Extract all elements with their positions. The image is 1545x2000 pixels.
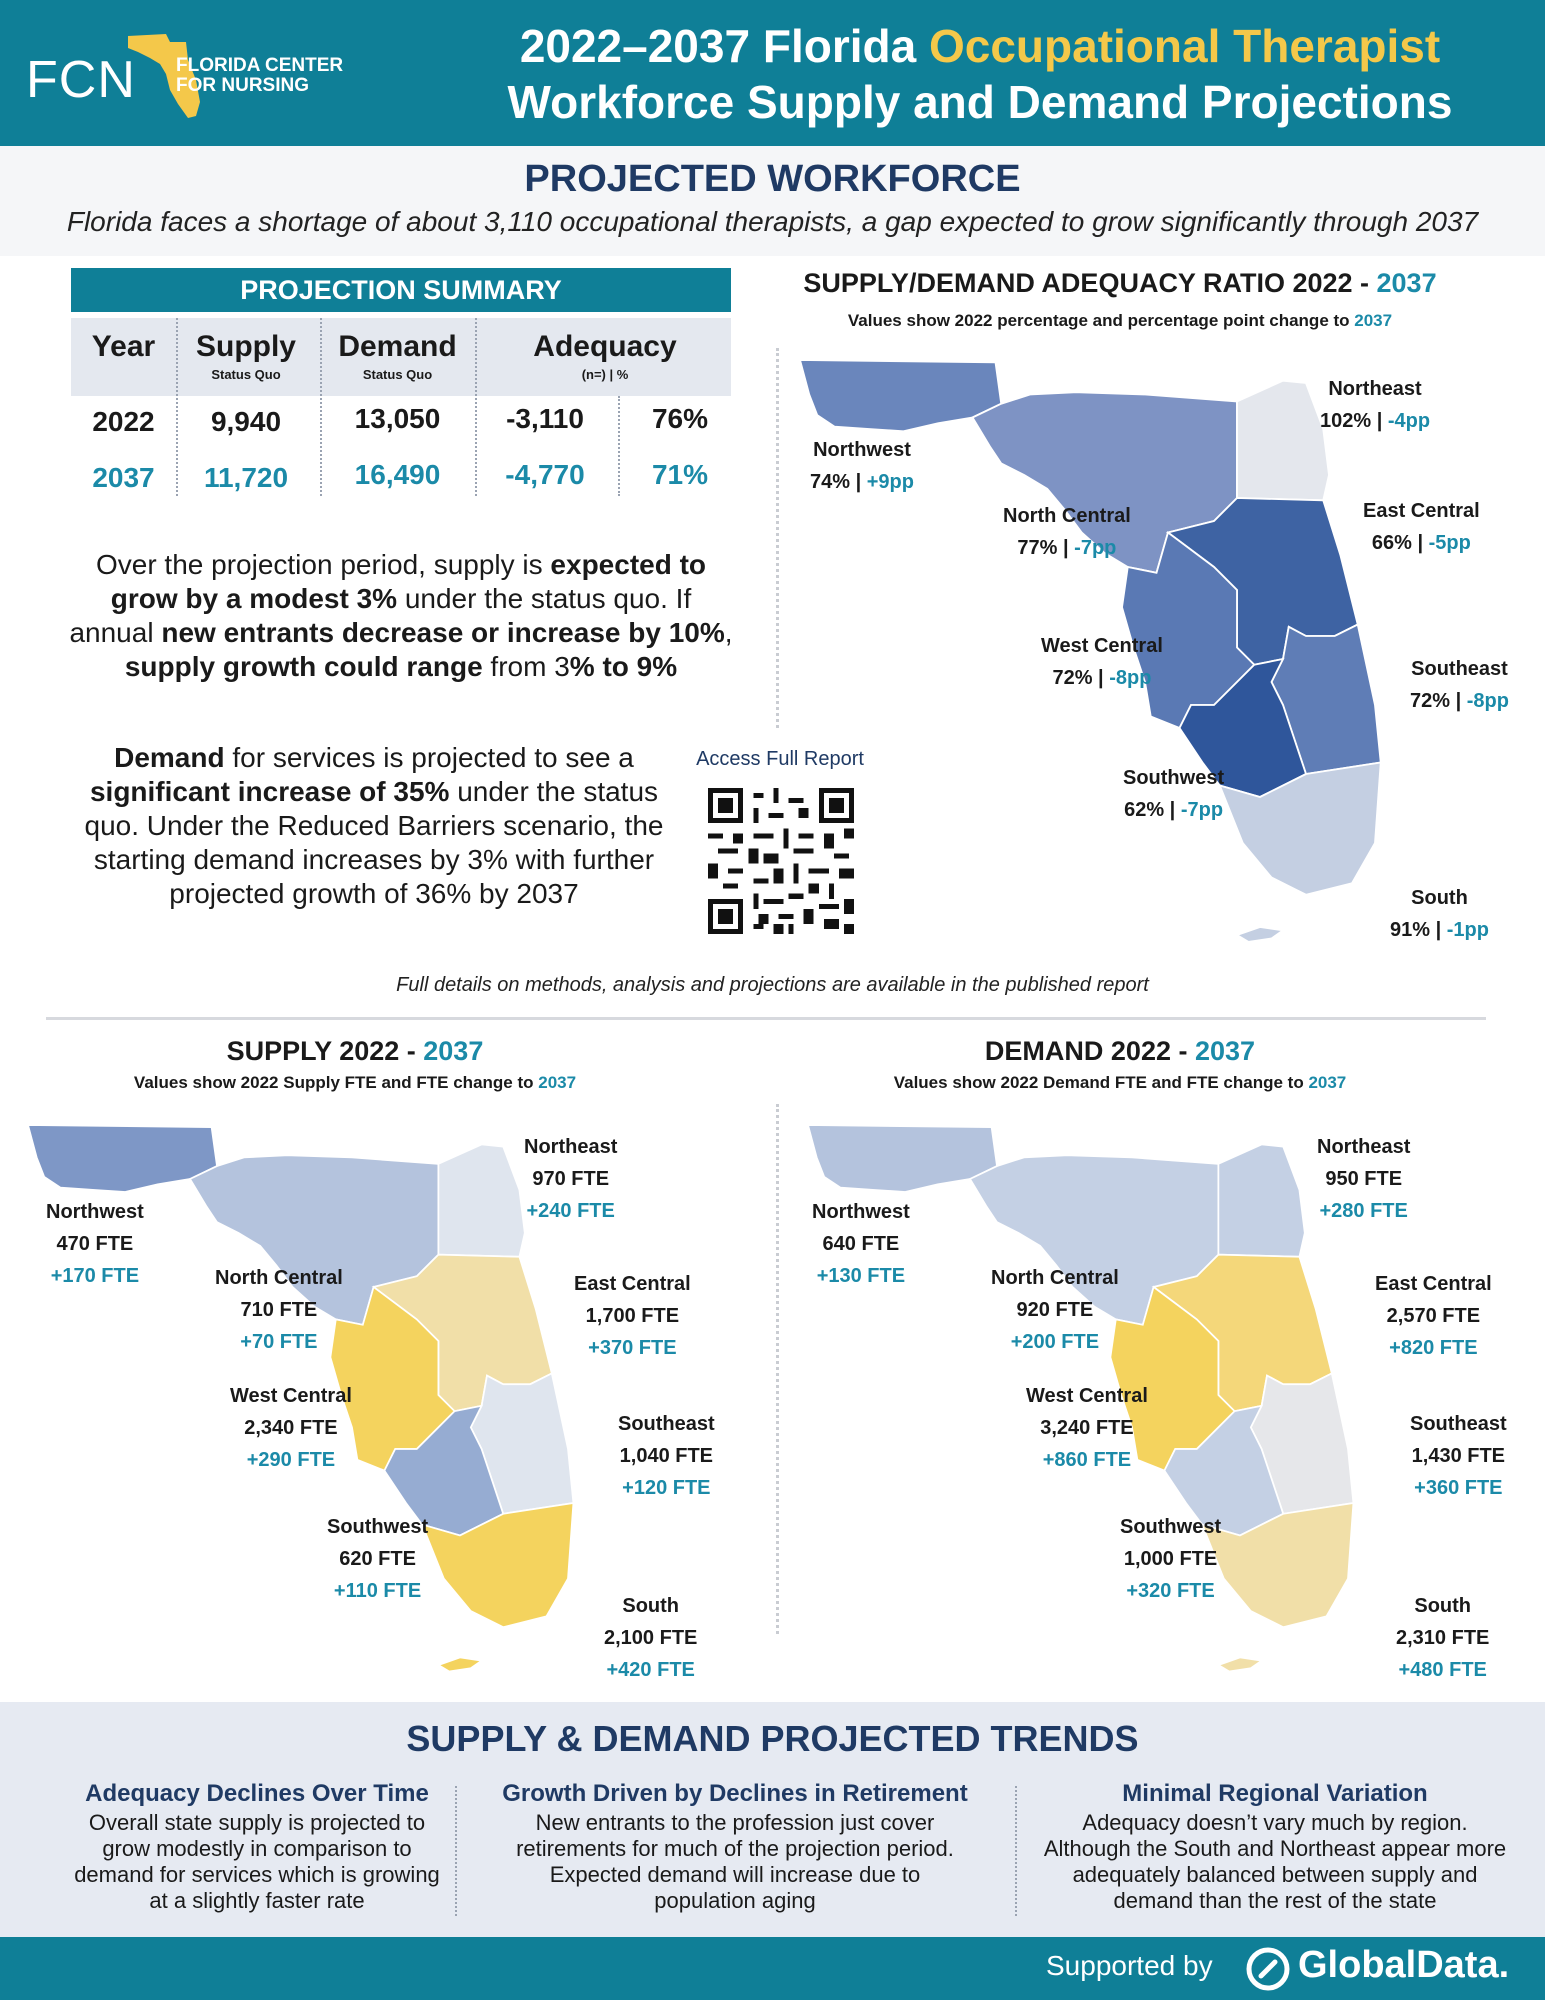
row1-pct: 76% xyxy=(651,403,709,434)
col-demand-header: Demand Status Quo xyxy=(338,330,457,382)
title-highlight: Occupational Therapist xyxy=(928,20,1441,72)
region-northeast xyxy=(437,1143,526,1258)
supply-paragraph: Over the projection period, supply is ex… xyxy=(69,549,733,682)
supported-by-label: Supported by xyxy=(1046,1950,1213,1981)
region-northeast xyxy=(1217,1143,1306,1258)
florida-logo-icon xyxy=(128,34,200,118)
region-south xyxy=(1200,1501,1355,1629)
trends-title: SUPPLY & DEMAND PROJECTED TRENDS xyxy=(406,1718,1139,1759)
fcn-logo: FCN FLORIDA CENTER FOR NURSING xyxy=(26,30,356,125)
adequacy-map xyxy=(800,360,1382,943)
adequacy-label-southwest: Southwest 62% | -7pp xyxy=(1123,767,1225,821)
adequacy-map-subtitle: Values show 2022 percentage and percenta… xyxy=(847,311,1393,330)
demand-label-northeast: Northeast 950 FTE +280 FTE xyxy=(1317,1136,1411,1222)
supply-label-southeast: Southeast 1,040 FTE +120 FTE xyxy=(618,1413,715,1499)
table-divider xyxy=(176,318,178,496)
demand-label-southeast: Southeast 1,430 FTE +360 FTE xyxy=(1410,1413,1507,1499)
trend-divider xyxy=(1015,1786,1017,1916)
adequacy-label-east-central: East Central 66% | -5pp xyxy=(1363,500,1480,554)
row1-gap: -3,110 xyxy=(506,403,584,434)
supply-label-northeast: Northeast 970 FTE +240 FTE xyxy=(524,1136,618,1222)
title-line-2: Workforce Supply and Demand Projections xyxy=(507,76,1453,128)
adequacy-label-south: South 91% | -1pp xyxy=(1390,887,1489,941)
table-divider xyxy=(618,396,620,496)
col-year-header: Year xyxy=(91,330,156,363)
adequacy-label-north-central: North Central 77% | -7pp xyxy=(1003,505,1131,559)
page-title: 2022–2037 Florida Occupational Therapist… xyxy=(430,18,1530,130)
col-adequacy-header: Adequacy (n=) | % xyxy=(533,330,677,382)
adequacy-map-title: SUPPLY/DEMAND ADEQUACY RATIO 2022 - 2037 xyxy=(803,268,1437,298)
qr-code-icon[interactable] xyxy=(708,788,854,934)
row2-supply: 11,720 xyxy=(203,462,289,493)
table-divider xyxy=(320,318,322,496)
header-banner xyxy=(0,0,1545,146)
row2-year: 2037 xyxy=(92,462,155,493)
projected-band xyxy=(0,146,1545,256)
supply-label-south: South 2,100 FTE +420 FTE xyxy=(604,1595,698,1681)
trend-adequacy: Adequacy Declines Over Time Overall stat… xyxy=(74,1780,440,1913)
row1-demand: 13,050 xyxy=(354,403,441,434)
trend-regional: Minimal Regional Variation Adequacy does… xyxy=(1043,1780,1507,1913)
supply-label-east-central: East Central 1,700 FTE +370 FTE xyxy=(574,1273,691,1359)
row2-gap: -4,770 xyxy=(505,459,585,490)
col-supply-header: Supply Status Quo xyxy=(195,330,296,382)
supply-label-southwest: Southwest 620 FTE +110 FTE xyxy=(327,1516,429,1602)
supply-map xyxy=(28,1125,575,1673)
demand-label-east-central: East Central 2,570 FTE +820 FTE xyxy=(1375,1273,1492,1359)
demand-label-west-central: West Central 3,240 FTE +860 FTE xyxy=(1026,1385,1148,1471)
region-northwest xyxy=(808,1125,998,1193)
region-keys xyxy=(1234,926,1286,943)
adequacy-label-northeast: Northeast 102% | -4pp xyxy=(1320,378,1431,432)
adequacy-label-west-central: West Central 72% | -8pp xyxy=(1041,635,1163,689)
column-divider xyxy=(776,1104,779,1634)
region-northeast xyxy=(1236,379,1330,502)
supply-label-northwest: Northwest 470 FTE +170 FTE xyxy=(46,1201,144,1287)
region-northwest xyxy=(800,360,1003,433)
qr-label: Access Full Report xyxy=(696,748,864,770)
logo-line-1: FLORIDA CENTER xyxy=(176,55,344,76)
table-divider xyxy=(475,318,477,496)
supply-map-title: SUPPLY 2022 - 2037 xyxy=(226,1036,484,1066)
adequacy-label-northwest: Northwest 74% | +9pp xyxy=(810,439,914,493)
demand-map xyxy=(808,1125,1355,1673)
trends-band xyxy=(0,1702,1545,1937)
row2-pct: 71% xyxy=(651,459,709,490)
supply-label-west-central: West Central 2,340 FTE +290 FTE xyxy=(230,1385,352,1471)
projected-title: PROJECTED WORKFORCE xyxy=(524,158,1021,200)
methods-note: Full details on methods, analysis and pr… xyxy=(396,974,1149,996)
demand-map-subtitle: Values show 2022 Demand FTE and FTE chan… xyxy=(893,1073,1347,1092)
demand-label-south: South 2,310 FTE +480 FTE xyxy=(1396,1595,1490,1681)
globaldata-brand: GlobalData. xyxy=(1298,1944,1510,1986)
row1-year: 2022 xyxy=(92,406,155,437)
region-south xyxy=(1218,761,1382,896)
demand-label-southwest: Southwest 1,000 FTE +320 FTE xyxy=(1120,1516,1222,1602)
region-south xyxy=(420,1501,575,1629)
region-keys xyxy=(1216,1656,1264,1673)
demand-paragraph: Demand for services is projected to see … xyxy=(84,742,664,909)
adequacy-label-southeast: Southeast 72% | -8pp xyxy=(1410,658,1509,712)
row2-demand: 16,490 xyxy=(354,459,441,490)
demand-map-title: DEMAND 2022 - 2037 xyxy=(984,1036,1256,1066)
demand-label-northwest: Northwest 640 FTE +130 FTE xyxy=(812,1201,910,1287)
supply-label-north-central: North Central 710 FTE +70 FTE xyxy=(215,1267,343,1353)
trend-growth: Growth Driven by Declines in Retirement … xyxy=(502,1780,968,1913)
title-part-1: 2022–2037 Florida xyxy=(519,20,929,72)
region-keys xyxy=(436,1656,484,1673)
column-divider xyxy=(776,348,779,728)
summary-title: PROJECTION SUMMARY xyxy=(71,268,731,312)
logo-abbr: FCN xyxy=(26,51,136,109)
globaldata-logo-icon xyxy=(1246,1947,1290,1991)
supply-map-subtitle: Values show 2022 Supply FTE and FTE chan… xyxy=(133,1073,577,1092)
demand-label-north-central: North Central 920 FTE +200 FTE xyxy=(991,1267,1119,1353)
section-divider xyxy=(46,1017,1486,1020)
summary-column-header xyxy=(71,318,731,396)
logo-line-2: FOR NURSING xyxy=(176,75,309,96)
projected-subtitle: Florida faces a shortage of about 3,110 … xyxy=(66,206,1479,237)
trend-divider xyxy=(455,1786,457,1916)
region-northwest xyxy=(28,1125,218,1193)
row1-supply: 9,940 xyxy=(210,406,282,437)
